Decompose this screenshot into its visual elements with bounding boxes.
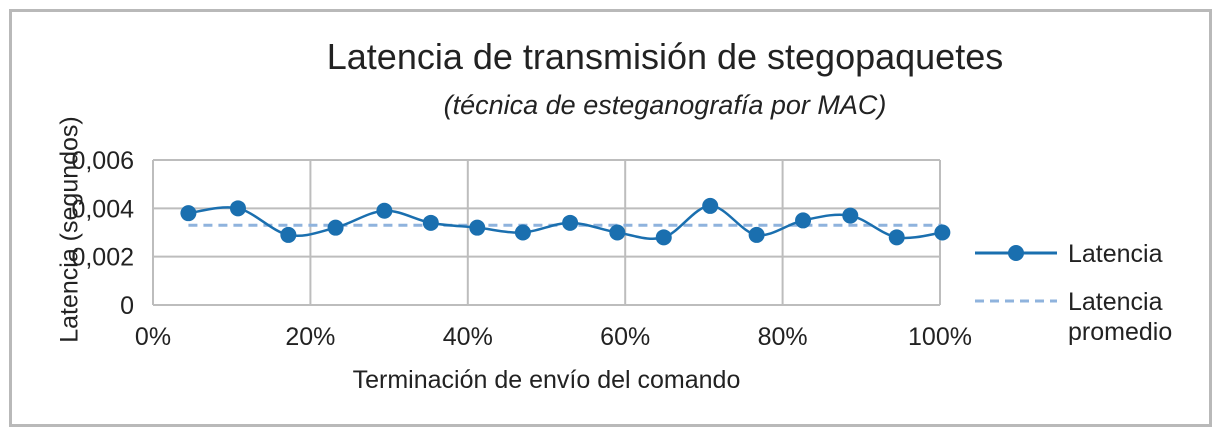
latencia-point xyxy=(609,224,626,241)
legend-label-latencia-promedio: Latencia promedio xyxy=(1068,288,1173,346)
tick-labels: 0 0,002 0,004 0,006 0% 20% 40% 60% 80% 100% xyxy=(71,147,972,351)
latencia-point xyxy=(934,224,951,241)
x-tick-label: 60% xyxy=(600,323,650,351)
latencia-point xyxy=(702,197,719,214)
chart-title: Latencia de transmisión de stegopaquetes xyxy=(326,36,1004,77)
grid xyxy=(152,159,941,306)
y-tick-label: 0,004 xyxy=(71,195,134,223)
y-tick-label: 0,002 xyxy=(71,244,134,272)
latencia-point xyxy=(469,219,486,236)
y-tick-label: 0,006 xyxy=(71,147,134,175)
y-axis-title: Latencia (segundos) xyxy=(55,116,84,343)
legend-key-latencia-marker xyxy=(1008,245,1024,261)
latencia-point xyxy=(748,226,765,243)
y-tick-label: 0 xyxy=(120,292,134,320)
latencia-point xyxy=(229,200,246,217)
latencia-point xyxy=(888,229,905,246)
latencia-point xyxy=(280,226,297,243)
legend-label-latencia: Latencia xyxy=(1068,240,1163,268)
x-tick-label: 40% xyxy=(443,323,493,351)
x-axis-title: Terminación de envío del comando xyxy=(352,366,741,394)
chart-frame xyxy=(9,9,1212,427)
x-tick-label: 80% xyxy=(758,323,808,351)
x-tick-label: 0% xyxy=(135,323,171,351)
latencia-point xyxy=(514,224,531,241)
latencia-point xyxy=(376,202,393,219)
x-tick-label: 20% xyxy=(285,323,335,351)
latencia-point xyxy=(422,214,439,231)
latencia-point xyxy=(180,205,197,222)
series xyxy=(180,197,951,246)
chart-subtitle: (técnica de esteganografía por MAC) xyxy=(443,90,887,120)
latencia-point xyxy=(795,212,812,229)
legend xyxy=(975,245,1057,303)
x-tick-label: 100% xyxy=(908,323,972,351)
latencia-point xyxy=(562,214,579,231)
latencia-point xyxy=(842,207,859,224)
latencia-point xyxy=(327,219,344,236)
latencia-point xyxy=(655,229,672,246)
